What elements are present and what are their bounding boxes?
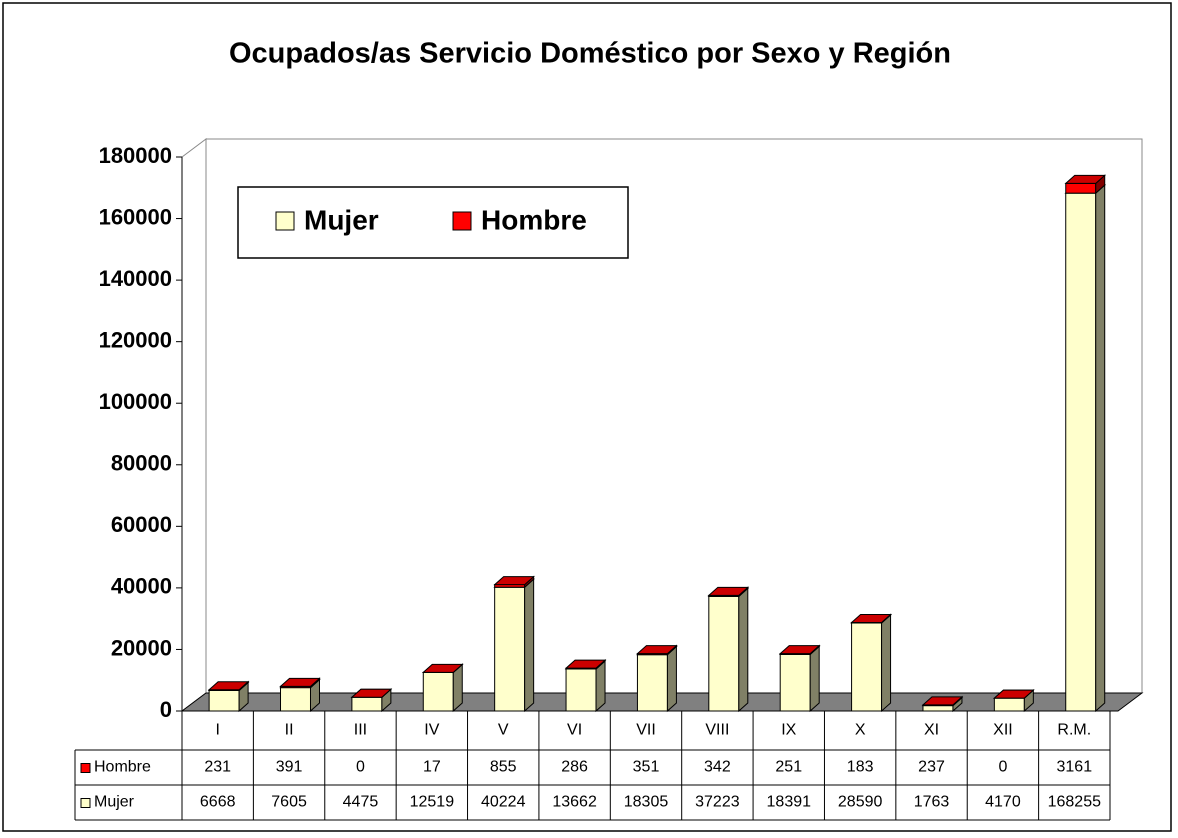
bar-top <box>421 663 464 673</box>
bar-top <box>350 688 393 698</box>
table-row-label: Mujer <box>94 794 135 811</box>
table-value: 18391 <box>767 794 812 811</box>
legend-label: Mujer <box>304 204 379 235</box>
y-tick-label: 160000 <box>99 204 172 229</box>
bar-side <box>809 645 820 713</box>
bar-segment <box>636 654 668 712</box>
x-tick-label: R.M. <box>1057 722 1091 739</box>
table-value: 231 <box>204 759 231 776</box>
bar-side <box>595 659 606 713</box>
bar-side <box>1095 184 1106 713</box>
y-tick-label: 60000 <box>111 512 172 537</box>
table-value: 183 <box>847 759 874 776</box>
x-tick-label: VII <box>636 722 656 739</box>
y-tick-label: 0 <box>160 697 172 722</box>
x-tick-label: I <box>215 722 219 739</box>
x-tick-label: XI <box>924 722 939 739</box>
table-value: 342 <box>704 759 731 776</box>
y-tick-label: 180000 <box>99 143 172 168</box>
table-value: 0 <box>356 759 365 776</box>
bar-top <box>993 689 1035 699</box>
x-tick-label: III <box>354 722 367 739</box>
side-wall <box>181 138 207 712</box>
bar-side <box>881 613 892 713</box>
bar-top <box>850 613 892 623</box>
bar-segment <box>779 653 811 712</box>
bar-side <box>738 587 749 713</box>
bar-side <box>524 578 535 713</box>
x-tick-label: V <box>498 722 509 739</box>
bar-segment <box>565 668 597 712</box>
bar-segment <box>993 697 1025 712</box>
table-value: 237 <box>918 759 945 776</box>
x-tick-label: IX <box>781 722 796 739</box>
table-value: 12519 <box>410 794 455 811</box>
legend-swatch <box>452 211 472 231</box>
bar-segment <box>851 622 883 712</box>
bar-segment <box>1065 182 1097 194</box>
bar-segment <box>494 586 526 712</box>
bar-top <box>493 576 535 586</box>
bar-side <box>666 645 677 713</box>
bar-segment <box>708 595 740 712</box>
table-value: 17 <box>423 759 441 776</box>
table-value: 7605 <box>271 794 307 811</box>
table-value: 391 <box>276 759 303 776</box>
bar-top <box>921 696 964 706</box>
table-value: 37223 <box>695 794 740 811</box>
legend-swatch <box>275 211 295 231</box>
table-value: 40224 <box>481 794 526 811</box>
y-tick-label: 100000 <box>99 389 172 414</box>
bar-top <box>279 677 321 687</box>
x-tick-label: VI <box>567 722 582 739</box>
legend-label: Hombre <box>481 204 587 235</box>
table-value: 286 <box>561 759 588 776</box>
table-value: 4475 <box>343 794 379 811</box>
legend-box <box>237 186 629 259</box>
y-tick-label: 40000 <box>111 574 172 599</box>
bar-segment <box>1065 192 1097 712</box>
y-tick-label: 80000 <box>111 451 172 476</box>
x-tick-label: II <box>285 722 294 739</box>
bar-top <box>564 659 607 669</box>
table-value: 18305 <box>624 794 669 811</box>
bar-segment <box>351 696 383 712</box>
table-value: 13662 <box>552 794 597 811</box>
x-tick-label: IV <box>424 722 439 739</box>
bar-top <box>207 681 250 691</box>
bar-segment <box>280 687 311 712</box>
y-tick-label: 140000 <box>99 266 172 291</box>
bar-top <box>778 645 821 655</box>
table-value: 251 <box>775 759 802 776</box>
table-value: 1763 <box>914 794 950 811</box>
chart-title: Ocupados/as Servicio Doméstico por Sexo … <box>229 38 951 70</box>
y-tick-label: 120000 <box>99 327 172 352</box>
table-swatch <box>80 763 91 773</box>
bar-segment <box>208 689 240 712</box>
table-value: 6668 <box>200 794 236 811</box>
table-value: 0 <box>998 759 1007 776</box>
bar-segment <box>922 705 954 712</box>
table-swatch <box>80 798 91 808</box>
table-value: 4170 <box>985 794 1021 811</box>
table-value: 351 <box>633 759 660 776</box>
table-row-label: Hombre <box>94 759 151 776</box>
x-tick-label: X <box>855 722 866 739</box>
y-tick-label: 20000 <box>111 635 172 660</box>
x-tick-label: XII <box>993 722 1013 739</box>
table-value: 28590 <box>838 794 883 811</box>
table-value: 855 <box>490 759 517 776</box>
bar-top <box>707 586 750 596</box>
bar-top <box>1064 174 1107 184</box>
x-tick-label: VIII <box>705 722 729 739</box>
bar-top <box>636 645 678 655</box>
bar-segment <box>422 671 454 712</box>
table-value: 168255 <box>1048 794 1101 811</box>
table-value: 3161 <box>1057 759 1093 776</box>
